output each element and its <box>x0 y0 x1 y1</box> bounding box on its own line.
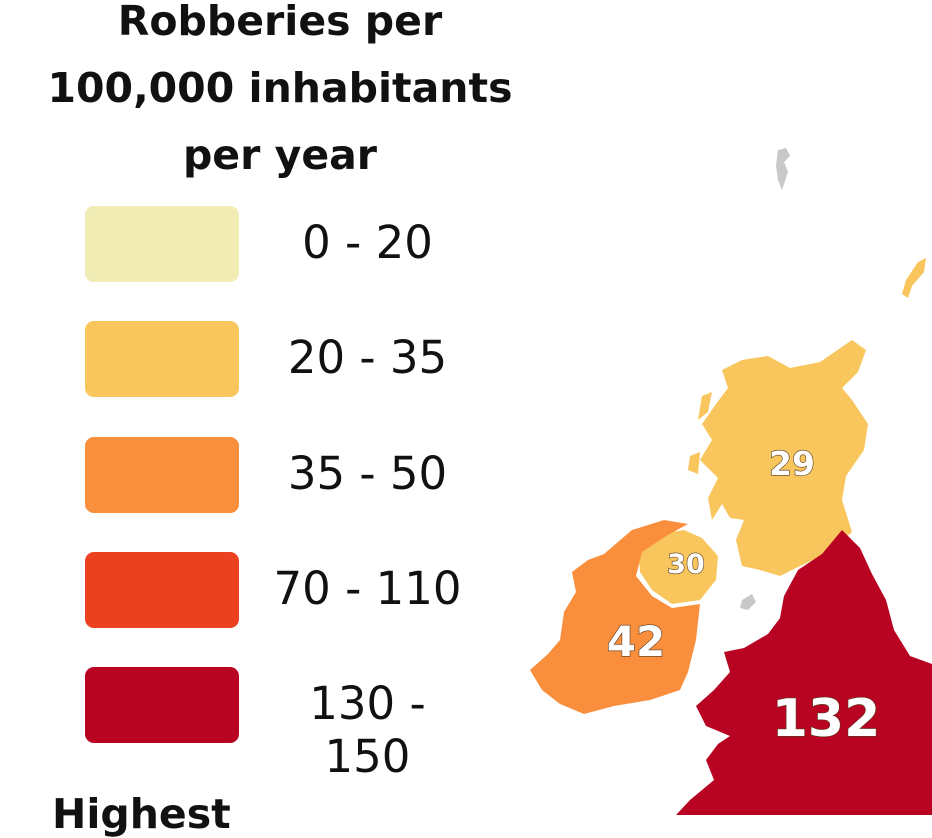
island-speck <box>776 148 790 190</box>
map-title: Robberies per 100,000 inhabitants per ye… <box>0 0 560 189</box>
isle-of-man <box>740 594 756 610</box>
region-ireland <box>530 520 700 714</box>
legend-item-70-110: 70 - 110 <box>85 552 485 628</box>
legend-swatch <box>85 437 239 513</box>
legend-swatch <box>85 321 239 397</box>
legend-swatch <box>85 206 239 282</box>
title-line-3: per year <box>182 131 378 179</box>
legend-swatch <box>85 667 239 743</box>
legend-range-label: 35 - 50 <box>287 447 448 500</box>
value-label-ireland: 42 <box>607 617 665 666</box>
region-england-wales <box>676 530 932 815</box>
value-label-northern-ireland: 30 <box>667 549 705 580</box>
scottish-isles <box>688 392 712 474</box>
value-label-england-wales: 132 <box>772 689 881 749</box>
legend-range-label: 0 - 20 <box>302 216 433 269</box>
value-label-scotland: 29 <box>769 444 815 483</box>
legend-range-label: 130 - 150 <box>309 677 426 783</box>
region-scotland <box>700 340 868 576</box>
legend-item-0-20: 0 - 20 <box>85 206 485 282</box>
legend-item-35-50: 35 - 50 <box>85 437 485 513</box>
region-northern-ireland <box>638 530 718 604</box>
title-line-1: Robberies per <box>117 0 443 45</box>
legend-item-20-35: 20 - 35 <box>85 321 485 397</box>
legend-range-label: 20 - 35 <box>287 331 448 384</box>
shetland-islands <box>902 258 926 298</box>
title-line-2: 100,000 inhabitants <box>47 64 513 112</box>
legend-range-label: 70 - 110 <box>273 562 462 615</box>
legend-swatch <box>85 552 239 628</box>
british-isles-map: 29 30 42 132 <box>530 148 932 815</box>
legend-item-130-150: 130 - 150 <box>85 667 485 783</box>
